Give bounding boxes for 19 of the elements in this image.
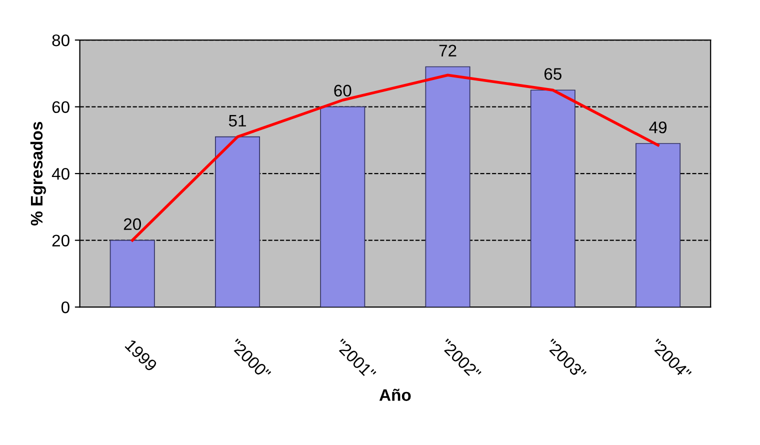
bar [320, 106, 366, 308]
y-axis-title: % Egresados [30, 122, 46, 226]
bar [215, 136, 260, 308]
bar [636, 143, 681, 308]
data-label: 65 [544, 68, 562, 80]
bar [530, 90, 576, 308]
x-axis-title: Año [379, 388, 411, 401]
y-tick-label: 40 [52, 168, 70, 180]
y-tick-label: 20 [52, 234, 70, 247]
data-label: 49 [649, 121, 667, 134]
y-tick-label: 0 [61, 301, 70, 314]
data-label: 72 [439, 44, 456, 56]
bar [425, 66, 470, 308]
data-label: 20 [124, 218, 141, 230]
data-label: 51 [228, 114, 246, 127]
data-label: 60 [334, 84, 352, 97]
y-tick-label: 60 [52, 101, 70, 114]
y-tick-label: 80 [52, 34, 70, 46]
bar [110, 240, 155, 308]
